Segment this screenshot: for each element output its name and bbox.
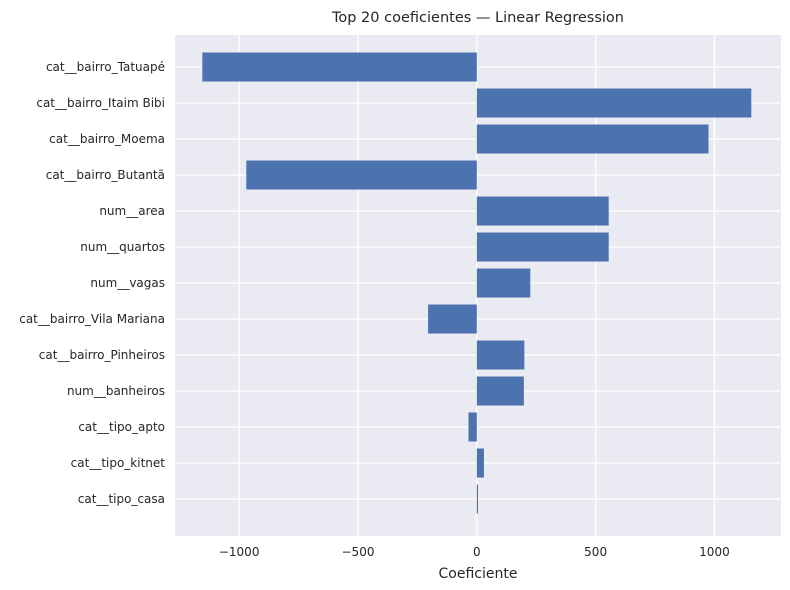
y-tick-label: cat__bairro_Vila Mariana (19, 312, 165, 326)
x-tick-label: 1000 (699, 545, 730, 559)
x-tick-label: 0 (473, 545, 481, 559)
bar (476, 448, 484, 478)
bar (476, 340, 525, 370)
x-tick-label: −500 (342, 545, 375, 559)
bar (476, 124, 709, 154)
bar (428, 304, 477, 334)
x-axis-label: Coeficiente (439, 566, 518, 582)
y-tick-label: cat__bairro_Moema (49, 132, 165, 146)
y-tick-label: cat__tipo_apto (78, 420, 165, 434)
bar (468, 412, 477, 442)
y-axis-ticks: cat__bairro_Tatuapé cat__bairro_Itaim Bib… (19, 60, 165, 506)
y-tick-label: cat__bairro_Butantã (46, 168, 165, 182)
x-tick-label: −1000 (219, 545, 260, 559)
y-tick-label: cat__bairro_Tatuapé (46, 60, 165, 74)
y-tick-label: cat__tipo_casa (78, 492, 165, 506)
bar (476, 376, 524, 406)
bar (476, 232, 609, 262)
bar (476, 88, 752, 118)
bar (202, 52, 477, 82)
y-tick-label: cat__tipo_kitnet (71, 456, 166, 470)
y-tick-label: num__quartos (80, 240, 165, 254)
bar (476, 484, 479, 514)
y-tick-label: num__vagas (90, 276, 165, 290)
x-axis-ticks: −1000 −500 0 500 1000 (219, 545, 730, 559)
bar (476, 268, 531, 298)
bar (476, 196, 609, 226)
chart-title: Top 20 coeficientes — Linear Regression (331, 10, 624, 26)
y-tick-label: num__banheiros (67, 384, 165, 398)
bars (202, 52, 752, 514)
y-tick-label: num__area (99, 204, 165, 218)
y-tick-label: cat__bairro_Pinheiros (39, 348, 165, 362)
y-tick-label: cat__bairro_Itaim Bibi (36, 96, 165, 110)
x-tick-label: 500 (584, 545, 607, 559)
bar (246, 160, 477, 190)
